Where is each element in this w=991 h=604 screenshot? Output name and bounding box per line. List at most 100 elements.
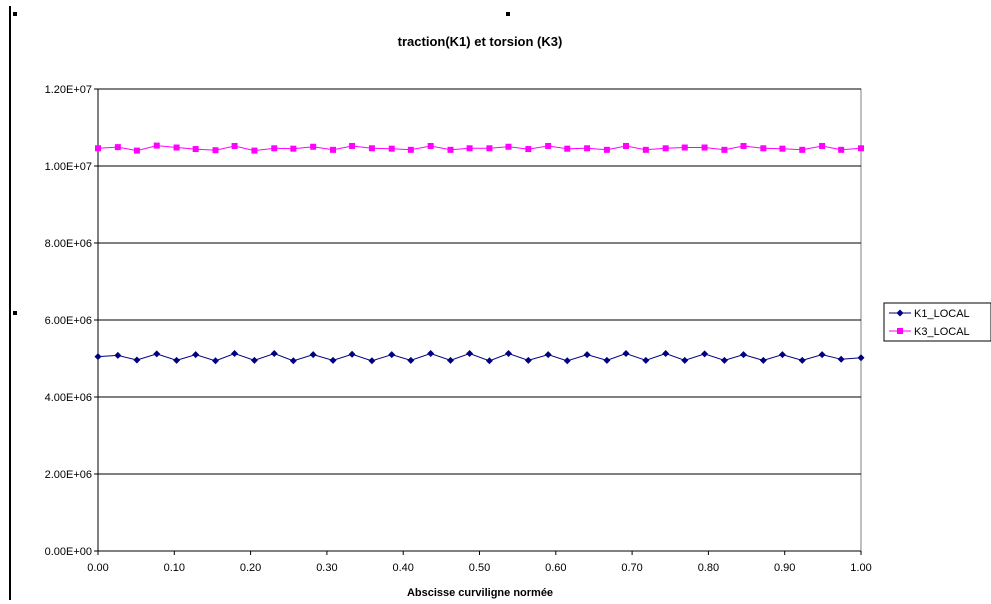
- data-point: [330, 146, 337, 153]
- data-point: [133, 147, 140, 154]
- data-point: [192, 351, 200, 359]
- data-point: [642, 356, 650, 364]
- data-point: [231, 349, 239, 357]
- data-point: [114, 144, 121, 151]
- legend-marker: [896, 309, 904, 317]
- data-point: [857, 354, 865, 362]
- data-point: [525, 146, 532, 153]
- data-point: [349, 142, 356, 149]
- selection-handle-top-left: [13, 12, 17, 16]
- data-point: [544, 351, 552, 359]
- legend-label: K1_LOCAL: [914, 308, 970, 320]
- data-point: [250, 356, 258, 364]
- data-point: [662, 145, 669, 152]
- data-point: [173, 356, 181, 364]
- data-point: [778, 351, 786, 359]
- data-point: [760, 145, 767, 152]
- y-tick-label: 1.00E+07: [45, 161, 92, 173]
- x-tick-label: 0.00: [87, 562, 108, 574]
- data-point: [114, 351, 122, 359]
- data-point: [427, 142, 434, 149]
- y-tick-label: 8.00E+06: [45, 238, 92, 250]
- x-axis-label: Abscisse curviligne normée: [407, 587, 553, 599]
- data-point: [329, 356, 337, 364]
- data-point: [270, 349, 278, 357]
- data-point: [310, 143, 317, 150]
- data-point: [466, 349, 474, 357]
- data-point: [524, 356, 532, 364]
- data-point: [799, 146, 806, 153]
- legend-box: [883, 302, 991, 342]
- data-point: [603, 356, 611, 364]
- data-point: [231, 142, 238, 149]
- data-point: [622, 142, 629, 149]
- x-tick-label: 0.40: [392, 562, 413, 574]
- x-tick-label: 0.10: [164, 562, 185, 574]
- data-point: [94, 353, 102, 361]
- data-point: [681, 356, 689, 364]
- data-point: [720, 356, 728, 364]
- data-point: [721, 146, 728, 153]
- data-point: [838, 146, 845, 153]
- data-point: [133, 356, 141, 364]
- data-point: [447, 146, 454, 153]
- data-point: [603, 146, 610, 153]
- legend: K1_LOCAL K3_LOCAL: [883, 302, 991, 342]
- data-point: [504, 349, 512, 357]
- y-tick-label: 0.00E+00: [45, 546, 92, 558]
- data-point: [858, 145, 864, 152]
- x-tick-label: 0.80: [698, 562, 719, 574]
- data-point: [505, 143, 512, 150]
- data-point: [427, 349, 435, 357]
- data-point: [681, 144, 688, 151]
- selection-handle-middle-left: [13, 311, 17, 315]
- data-point: [740, 142, 747, 149]
- data-point: [447, 356, 455, 364]
- data-point: [583, 351, 591, 359]
- data-point: [368, 357, 376, 365]
- data-point: [212, 147, 219, 154]
- legend-marker: [897, 328, 903, 334]
- data-point: [564, 145, 571, 152]
- legend-label: K3_LOCAL: [914, 326, 970, 338]
- data-point: [545, 142, 552, 149]
- data-point: [153, 350, 161, 358]
- chart-title: traction(K1) et torsion (K3): [398, 34, 563, 49]
- data-point: [798, 356, 806, 364]
- data-point: [173, 144, 180, 151]
- data-point: [759, 356, 767, 364]
- x-tick-label: 0.30: [316, 562, 337, 574]
- x-tick-label: 0.20: [240, 562, 261, 574]
- series-line-k3-local: [97, 145, 862, 152]
- data-point: [485, 357, 493, 365]
- series-line-k1-local: [97, 352, 862, 362]
- series-layer: [94, 142, 865, 365]
- data-point: [486, 145, 493, 152]
- data-point: [289, 357, 297, 365]
- data-point: [407, 146, 414, 153]
- data-point: [622, 349, 630, 357]
- data-point: [584, 145, 591, 152]
- y-tick-label: 1.20E+07: [45, 84, 92, 96]
- data-point: [368, 145, 375, 152]
- data-point: [212, 357, 220, 365]
- data-point: [192, 146, 199, 153]
- data-point: [271, 145, 278, 152]
- selection-handle-top-center: [506, 12, 510, 16]
- y-axis-ticks: 0.00E+00 2.00E+06 4.00E+06 6.00E+06 8.00E+06…: [45, 84, 98, 558]
- x-tick-label: 0.90: [774, 562, 795, 574]
- data-point: [739, 351, 747, 359]
- data-point: [819, 142, 826, 149]
- data-point: [95, 145, 101, 152]
- x-tick-label: 1.00: [850, 562, 871, 574]
- data-point: [407, 356, 415, 364]
- data-point: [779, 145, 786, 152]
- data-point: [290, 145, 297, 152]
- y-tick-label: 2.00E+06: [45, 469, 92, 481]
- data-point: [662, 349, 670, 357]
- y-tick-label: 4.00E+06: [45, 392, 92, 404]
- data-point: [701, 144, 708, 151]
- x-tick-label: 0.70: [621, 562, 642, 574]
- data-point: [309, 351, 317, 359]
